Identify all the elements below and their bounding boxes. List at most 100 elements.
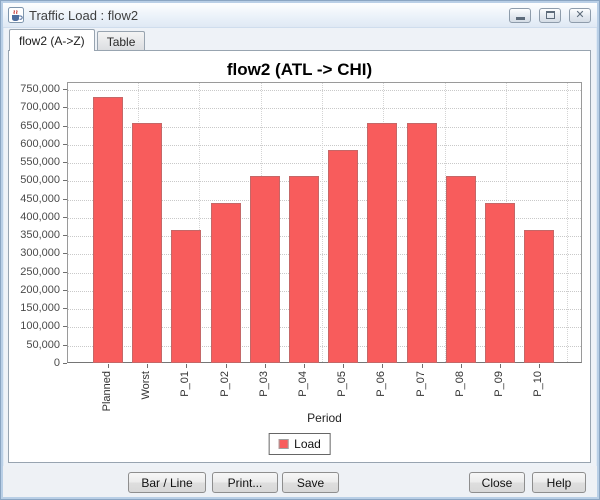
y-tick-label: 50,000: [26, 338, 60, 351]
legend-label-load: Load: [294, 437, 321, 451]
x-tick-mark: [460, 364, 462, 368]
bar-P_07: [406, 122, 437, 363]
bar-P_02: [210, 203, 241, 363]
y-gridline: [68, 181, 581, 183]
maximize-icon: [545, 11, 555, 19]
y-gridline: [68, 272, 581, 274]
legend-swatch-load: [278, 439, 289, 449]
tab-bar: flow2 (A->Z) Table: [3, 28, 597, 51]
y-tick-mark: [63, 271, 67, 273]
title-bar[interactable]: Traffic Load : flow2 ✕: [3, 3, 597, 28]
y-tick-label: 300,000: [20, 247, 60, 260]
x-tick-mark: [264, 364, 266, 368]
x-gridline: [199, 83, 201, 362]
y-tick-label: 650,000: [20, 119, 60, 132]
y-tick-mark: [63, 162, 67, 164]
y-gridline: [68, 199, 581, 201]
x-tick-mark: [186, 364, 188, 368]
x-tick-mark: [304, 364, 305, 368]
y-tick-mark: [63, 125, 67, 127]
y-tick-label: 200,000: [20, 283, 60, 296]
bar-P_05: [328, 149, 359, 363]
y-tick-mark: [63, 308, 67, 310]
x-tick-mark: [382, 364, 384, 368]
bar-P_10: [524, 229, 555, 363]
y-tick-mark: [63, 143, 67, 145]
y-gridline: [68, 254, 581, 256]
x-category-label: P_08: [453, 371, 466, 397]
y-tick-mark: [63, 198, 67, 200]
close-icon: ✕: [575, 8, 585, 21]
y-tick-label: 450,000: [20, 192, 60, 205]
x-category-label: Worst: [140, 371, 153, 400]
y-gridline: [68, 90, 581, 91]
y-tick-mark: [63, 253, 67, 255]
bar-P_06: [367, 122, 398, 363]
y-tick-label: 250,000: [20, 265, 60, 278]
x-category-label: P_09: [493, 371, 505, 397]
window-title: Traffic Load : flow2: [29, 7, 139, 23]
x-category-label: P_06: [375, 371, 388, 397]
chart-legend: Load: [268, 433, 331, 455]
x-axis-title: Period: [307, 411, 342, 425]
close-dialog-button[interactable]: Close: [469, 472, 525, 493]
y-tick-mark: [63, 89, 67, 90]
maximize-button[interactable]: [539, 7, 561, 23]
y-tick-label: 150,000: [20, 302, 60, 315]
y-gridline: [68, 126, 581, 128]
y-gridline: [68, 236, 581, 238]
print-button[interactable]: Print...: [212, 472, 278, 493]
window-controls: ✕: [509, 7, 591, 23]
y-gridline: [68, 309, 581, 311]
y-tick-label: 100,000: [20, 320, 60, 333]
y-tick-mark: [63, 180, 67, 182]
bar-P_01: [171, 229, 202, 363]
y-tick-label: 700,000: [20, 101, 60, 114]
bar-P_03: [249, 176, 280, 363]
y-tick-label: 750,000: [20, 83, 60, 95]
chart-title: flow2 (ATL -> CHI): [226, 60, 373, 79]
java-coffee-cup-icon: [8, 7, 24, 23]
x-tick-mark: [539, 364, 541, 368]
bar-P_04: [289, 176, 319, 363]
x-category-label: P_01: [179, 371, 192, 397]
x-tick-mark: [500, 364, 501, 368]
minimize-button[interactable]: [509, 7, 531, 23]
tab-content: flow2 (ATL -> CHI) Period Load 0 50,000 10…: [3, 50, 597, 466]
y-tick-label: 600,000: [20, 137, 60, 150]
tab-flow2-chart[interactable]: flow2 (A->Z): [9, 29, 95, 51]
x-category-label: P_05: [336, 371, 349, 397]
close-button[interactable]: ✕: [569, 7, 591, 23]
x-gridline: [444, 83, 446, 362]
bar-P_09: [485, 203, 515, 363]
y-tick-label: 350,000: [20, 229, 60, 242]
y-tick-label: 400,000: [20, 210, 60, 223]
x-category-label: P_07: [414, 371, 427, 397]
y-tick-mark: [63, 344, 67, 346]
x-category-label: Planned: [101, 371, 113, 412]
x-category-label: P_10: [532, 371, 545, 397]
y-gridline: [68, 327, 581, 329]
tab-table[interactable]: Table: [96, 31, 146, 50]
button-bar: Bar / Line Print... Save Close Help: [3, 466, 597, 497]
y-tick-mark: [63, 289, 67, 291]
bar-line-button[interactable]: Bar / Line: [128, 472, 206, 493]
save-button[interactable]: Save: [282, 472, 339, 493]
x-category-label: P_02: [218, 371, 231, 397]
x-tick-mark: [343, 364, 345, 368]
chart-panel: flow2 (ATL -> CHI) Period Load 0 50,000 10…: [8, 50, 591, 463]
bar-P_08: [445, 176, 476, 363]
y-tick-label: 0: [53, 357, 60, 369]
x-tick-mark: [421, 364, 423, 368]
y-gridline: [68, 290, 581, 292]
help-button[interactable]: Help: [532, 472, 586, 493]
x-category-label: P_03: [257, 371, 270, 397]
x-tick-mark: [108, 364, 109, 368]
x-gridline: [567, 83, 569, 362]
y-tick-label: 500,000: [20, 174, 60, 187]
y-gridline: [68, 217, 581, 219]
y-gridline: [68, 144, 581, 146]
y-tick-mark: [63, 235, 67, 237]
y-tick-mark: [63, 363, 67, 364]
